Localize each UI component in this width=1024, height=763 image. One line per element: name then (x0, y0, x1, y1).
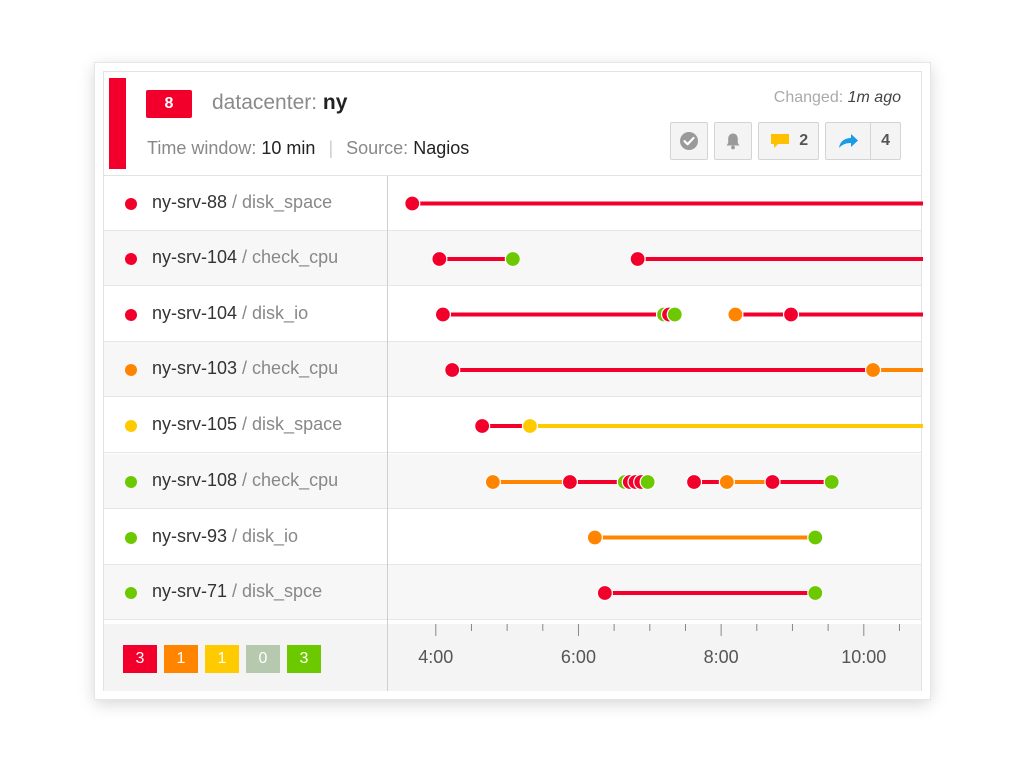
host-name: ny-srv-103 (152, 358, 238, 378)
bell-icon (726, 133, 740, 150)
list-item[interactable]: ny-srv-104 / check_cpu (104, 231, 921, 286)
count-warning[interactable]: 1 (164, 645, 198, 673)
share-part (826, 123, 870, 159)
service-name: / disk_space (242, 414, 343, 434)
meta-separator: | (328, 138, 334, 158)
list-item[interactable]: ny-srv-104 / disk_io (104, 287, 921, 342)
time-window-value: 10 min (261, 138, 316, 158)
list-item[interactable]: ny-srv-93 / disk_io (104, 510, 921, 565)
host-name: ny-srv-108 (152, 470, 238, 490)
status-dot (125, 309, 137, 321)
status-counts: 3 1 1 0 3 (123, 645, 321, 673)
changed-value: 1m ago (847, 89, 901, 106)
share-button[interactable]: 4 (825, 122, 901, 160)
status-dot (125, 587, 137, 599)
status-dot (125, 364, 137, 376)
count-acknowledged[interactable]: 0 (246, 645, 280, 673)
count-unknown[interactable]: 1 (205, 645, 239, 673)
alert-meta: Time window: 10 min | Source: Nagios (147, 138, 469, 159)
severity-bar (109, 78, 126, 169)
service-label: ny-srv-88 / disk_space (152, 192, 332, 213)
notify-button[interactable] (714, 122, 753, 160)
comments-button[interactable]: 2 (758, 122, 820, 160)
changed-timestamp: Changed: 1m ago (774, 89, 901, 107)
list-item[interactable]: ny-srv-88 / disk_space (104, 176, 921, 231)
shares-count: 4 (870, 123, 900, 159)
comment-icon (771, 134, 790, 148)
service-label: ny-srv-103 / check_cpu (152, 358, 338, 379)
column-divider (387, 176, 388, 691)
status-summary-footer: 3 1 1 0 3 (104, 624, 921, 691)
alert-card-inner: 8 datacenter: ny Time window: 10 min | S… (103, 71, 923, 691)
status-dot (125, 420, 137, 432)
service-label: ny-srv-105 / disk_space (152, 414, 342, 435)
page-title: datacenter: ny (212, 91, 347, 115)
service-name: / disk_space (232, 192, 333, 212)
service-name: / disk_io (242, 303, 309, 323)
time-window-label: Time window: (147, 138, 257, 158)
service-name: / check_cpu (242, 358, 339, 378)
service-name: / check_cpu (242, 247, 339, 267)
service-label: ny-srv-104 / check_cpu (152, 247, 338, 268)
action-toolbar: 2 4 (670, 122, 901, 160)
service-name: / check_cpu (242, 470, 339, 490)
host-name: ny-srv-104 (152, 303, 238, 323)
host-name: ny-srv-104 (152, 247, 238, 267)
check-circle-icon (680, 132, 699, 150)
status-dot (125, 532, 137, 544)
comments-part: 2 (759, 123, 818, 159)
host-name: ny-srv-105 (152, 414, 238, 434)
host-name: ny-srv-71 (152, 581, 228, 601)
status-dot (125, 253, 137, 265)
service-label: ny-srv-104 / disk_io (152, 303, 308, 324)
service-label: ny-srv-71 / disk_spce (152, 581, 322, 602)
host-name: ny-srv-93 (152, 526, 228, 546)
source-label: Source: (346, 138, 409, 158)
list-item[interactable]: ny-srv-105 / disk_space (104, 398, 921, 453)
count-critical[interactable]: 3 (123, 645, 157, 673)
status-dot (125, 198, 137, 210)
service-name: / disk_io (232, 526, 299, 546)
share-arrow-icon (839, 134, 859, 148)
count-ok[interactable]: 3 (287, 645, 321, 673)
alert-card: 8 datacenter: ny Time window: 10 min | S… (95, 63, 930, 699)
acknowledge-button[interactable] (670, 122, 709, 160)
alert-count-badge: 8 (146, 90, 192, 118)
service-label: ny-srv-93 / disk_io (152, 526, 298, 547)
comments-count: 2 (799, 132, 809, 149)
title-prefix: datacenter: (212, 91, 318, 114)
host-name: ny-srv-88 (152, 192, 228, 212)
source-value: Nagios (413, 138, 470, 158)
list-item[interactable]: ny-srv-108 / check_cpu (104, 454, 921, 509)
changed-label: Changed: (773, 89, 844, 106)
status-dot (125, 476, 137, 488)
alert-header: 8 datacenter: ny Time window: 10 min | S… (104, 72, 921, 176)
list-item[interactable]: ny-srv-103 / check_cpu (104, 342, 921, 397)
service-name: / disk_spce (232, 581, 323, 601)
list-item[interactable]: ny-srv-71 / disk_spce (104, 565, 921, 620)
title-value: ny (322, 91, 348, 114)
service-label: ny-srv-108 / check_cpu (152, 470, 338, 491)
